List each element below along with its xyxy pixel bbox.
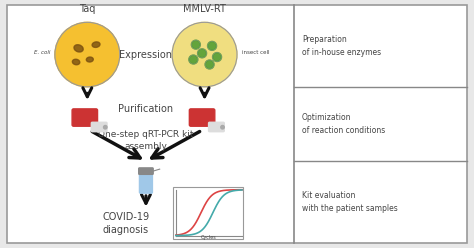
Text: Preparation
of in-house enzymes: Preparation of in-house enzymes — [302, 35, 381, 57]
Text: Taq: Taq — [79, 4, 95, 14]
FancyBboxPatch shape — [173, 187, 243, 239]
Text: E. coli: E. coli — [34, 50, 50, 55]
Circle shape — [103, 125, 107, 129]
Text: Cycles: Cycles — [201, 235, 216, 240]
Text: Kit evaluation
with the patient samples: Kit evaluation with the patient samples — [302, 191, 398, 213]
Text: Purification: Purification — [118, 104, 173, 114]
FancyBboxPatch shape — [139, 168, 153, 174]
Circle shape — [212, 53, 221, 62]
FancyBboxPatch shape — [91, 122, 107, 132]
Text: One-step qRT-PCR kit
assembly: One-step qRT-PCR kit assembly — [98, 130, 194, 151]
FancyBboxPatch shape — [139, 172, 153, 193]
Circle shape — [191, 40, 201, 49]
Text: insect cell: insect cell — [242, 50, 270, 55]
Circle shape — [189, 55, 198, 64]
Circle shape — [55, 22, 120, 87]
Ellipse shape — [74, 45, 83, 52]
FancyBboxPatch shape — [8, 5, 466, 243]
FancyBboxPatch shape — [209, 122, 224, 132]
Ellipse shape — [73, 59, 80, 65]
Text: Optimization
of reaction conditions: Optimization of reaction conditions — [302, 113, 385, 135]
Ellipse shape — [86, 57, 93, 62]
Circle shape — [205, 60, 214, 69]
Ellipse shape — [92, 42, 100, 47]
Text: COVID-19
diagnosis: COVID-19 diagnosis — [102, 212, 149, 235]
FancyBboxPatch shape — [189, 109, 215, 126]
Text: Expression: Expression — [119, 50, 173, 60]
Circle shape — [208, 41, 217, 50]
Text: MMLV-RT: MMLV-RT — [183, 4, 226, 14]
FancyBboxPatch shape — [72, 109, 98, 126]
Circle shape — [221, 125, 224, 129]
Circle shape — [172, 22, 237, 87]
Circle shape — [198, 49, 207, 58]
